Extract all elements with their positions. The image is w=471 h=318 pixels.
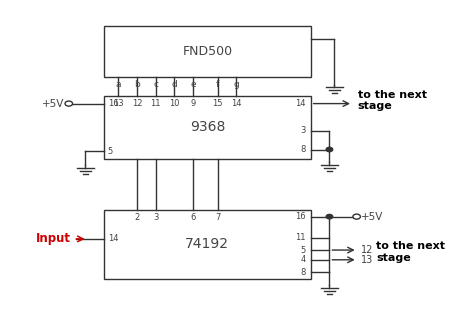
Text: 14: 14 [295, 99, 306, 108]
Text: 5: 5 [108, 147, 113, 156]
Text: 2: 2 [134, 213, 140, 223]
Circle shape [326, 147, 333, 152]
Text: b: b [134, 80, 140, 89]
Text: 13: 13 [113, 100, 124, 108]
Text: 4: 4 [300, 255, 306, 264]
Text: d: d [171, 80, 177, 89]
Text: 14: 14 [231, 100, 242, 108]
Text: FND500: FND500 [182, 45, 232, 58]
Text: 12: 12 [361, 245, 374, 255]
Text: a: a [116, 80, 121, 89]
Text: 9368: 9368 [190, 120, 225, 134]
Text: 16: 16 [295, 212, 306, 221]
Text: 8: 8 [300, 268, 306, 277]
Text: 11: 11 [150, 100, 161, 108]
Text: 11: 11 [295, 233, 306, 242]
Text: +5V: +5V [42, 99, 64, 108]
Bar [104, 96, 311, 159]
Circle shape [65, 101, 73, 106]
Text: 3: 3 [153, 213, 158, 223]
Text: f: f [216, 80, 219, 89]
Text: 74192: 74192 [185, 238, 229, 252]
Text: c: c [153, 80, 158, 89]
Text: 7: 7 [215, 213, 220, 223]
Text: 5: 5 [300, 245, 306, 254]
Text: +5V: +5V [361, 211, 384, 222]
Text: 14: 14 [108, 234, 118, 243]
Bar [104, 26, 311, 77]
Text: to the next
stage: to the next stage [376, 241, 446, 263]
Text: 8: 8 [300, 145, 306, 154]
Text: 16: 16 [108, 99, 118, 108]
Text: 15: 15 [212, 100, 223, 108]
Circle shape [326, 214, 333, 219]
Bar [104, 210, 311, 279]
Text: 13: 13 [361, 255, 374, 265]
Text: e: e [190, 80, 195, 89]
Text: to the next
stage: to the next stage [357, 90, 427, 111]
Text: 6: 6 [190, 213, 195, 223]
Circle shape [353, 214, 360, 219]
Text: 9: 9 [190, 100, 195, 108]
Text: 3: 3 [300, 126, 306, 135]
Text: g: g [233, 80, 239, 89]
Text: Input: Input [36, 232, 71, 245]
Text: 12: 12 [132, 100, 142, 108]
Text: 10: 10 [169, 100, 179, 108]
